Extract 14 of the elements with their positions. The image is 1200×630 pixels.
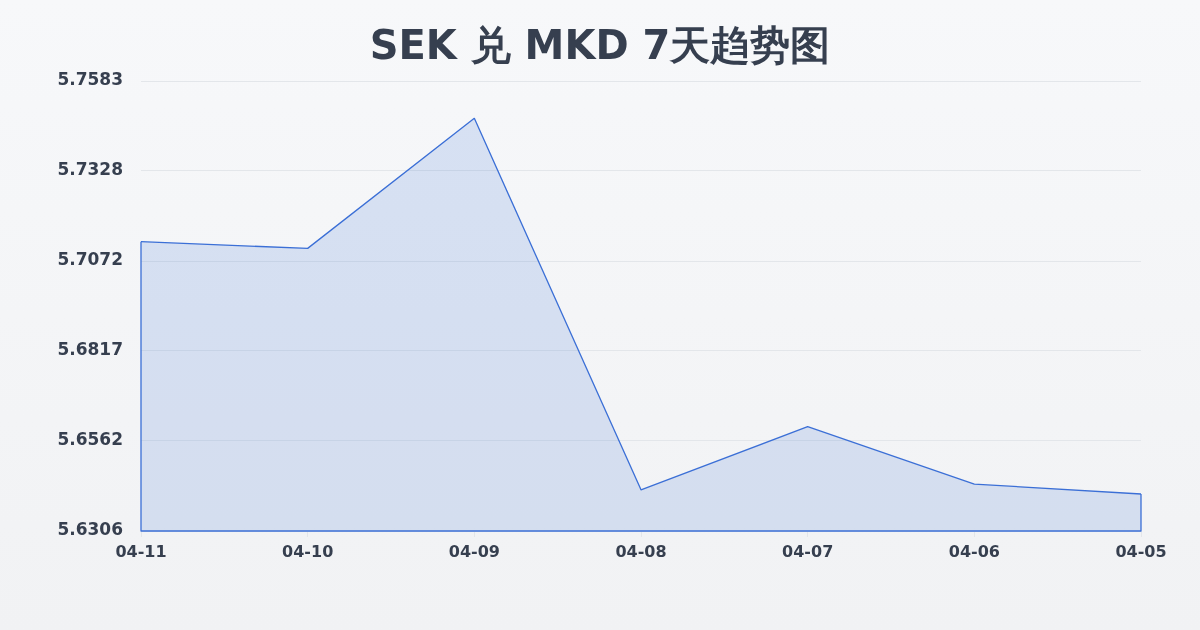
y-tick-label: 5.6817 [57,339,123,360]
y-tick-label: 5.7072 [57,249,123,270]
x-tick-label: 04-08 [615,541,667,561]
chart-title: SEK 兑 MKD 7天趋势图 [368,21,832,70]
x-tick-label: 04-11 [115,541,167,561]
x-tick-label: 04-09 [448,541,500,561]
x-tick-label: 04-10 [282,541,334,561]
y-tick-label: 5.7328 [57,159,123,180]
x-tick-label: 04-06 [948,541,1000,561]
y-tick-label: 5.6562 [57,429,123,450]
x-tick-label: 04-05 [1115,541,1167,561]
y-tick-label: 5.6306 [57,519,123,540]
y-tick-label: 5.7583 [57,69,123,90]
x-tick-label: 04-07 [782,541,834,561]
